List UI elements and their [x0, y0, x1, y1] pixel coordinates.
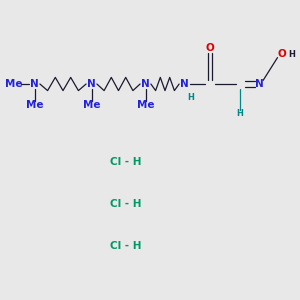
Text: N: N — [180, 79, 189, 89]
Text: N: N — [30, 79, 39, 89]
Text: Me: Me — [83, 100, 100, 110]
Text: Me: Me — [5, 79, 23, 89]
Text: N: N — [141, 79, 150, 89]
Text: H: H — [187, 93, 194, 102]
Text: Me: Me — [26, 100, 43, 110]
Text: Cl - H: Cl - H — [110, 199, 142, 209]
Text: O: O — [206, 43, 214, 53]
Text: Me: Me — [137, 100, 154, 110]
Text: H: H — [237, 110, 243, 118]
Text: O: O — [278, 49, 286, 59]
Text: N: N — [255, 79, 264, 89]
Text: H: H — [288, 50, 295, 58]
Text: Cl - H: Cl - H — [110, 241, 142, 251]
Text: Cl - H: Cl - H — [110, 157, 142, 167]
Text: N: N — [87, 79, 96, 89]
